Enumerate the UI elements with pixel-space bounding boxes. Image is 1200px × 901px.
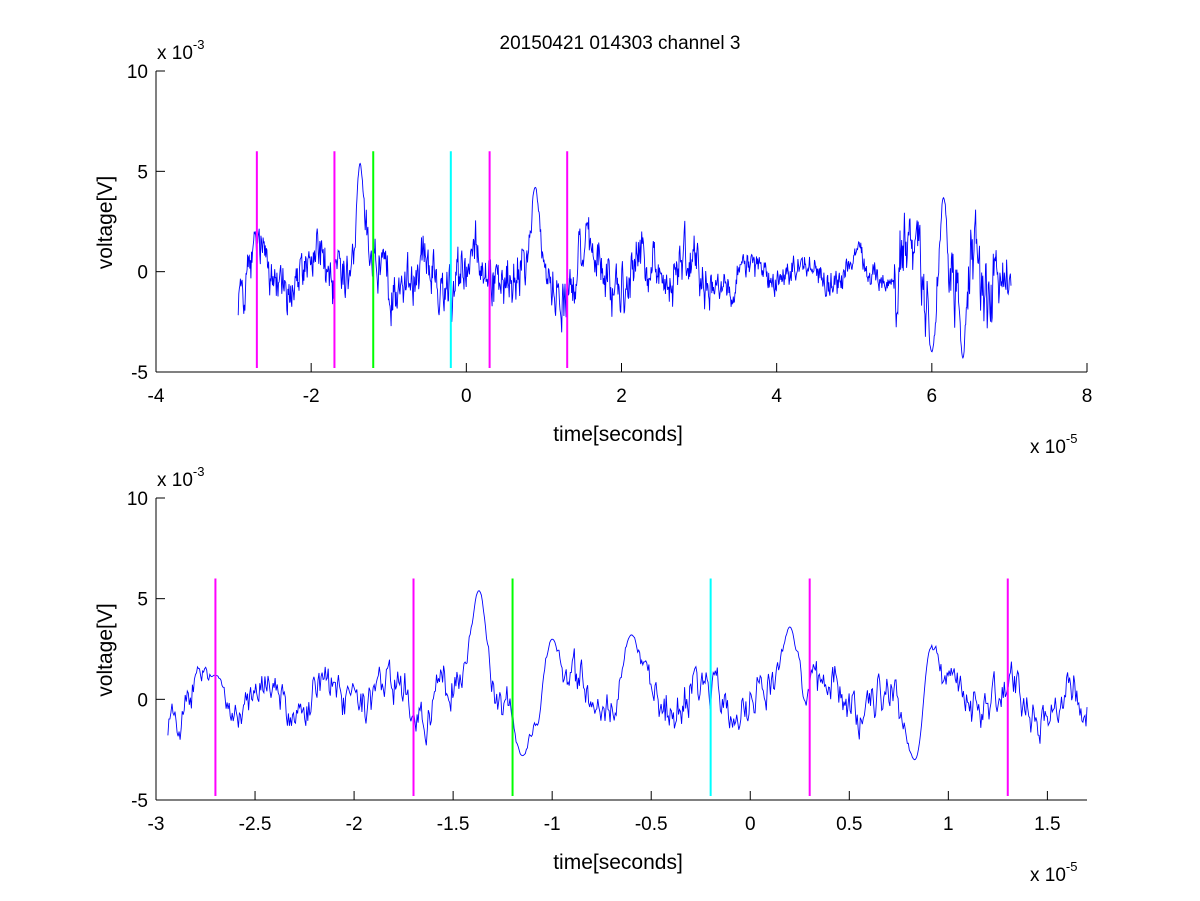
x-tick-label: -0.5 (635, 814, 668, 835)
x-exponent-label: x 10-5 (1030, 859, 1077, 886)
x-tick-label: 2 (616, 386, 627, 407)
y-tick-label: 5 (137, 162, 148, 183)
y-tick-label: -5 (131, 791, 148, 812)
x-tick-label: -3 (148, 814, 165, 835)
x-tick-label: -2 (303, 386, 320, 407)
x-axis-label: time[seconds] (553, 851, 683, 874)
y-tick-label: 0 (137, 263, 148, 284)
y-tick-label: 10 (127, 489, 148, 510)
y-axis-label: voltage[V] (94, 603, 117, 696)
x-tick-label: 6 (927, 386, 938, 407)
x-tick-label: -1.5 (437, 814, 470, 835)
axes-top: -4 -2 0 2 4 6 8 -5 0 5 10 time[seconds] voltage[V] x … (94, 37, 1092, 458)
x-tick-label: 0 (745, 814, 756, 835)
figure-title: 20150421 014303 channel 3 (500, 33, 741, 54)
signal-trace (167, 590, 1088, 761)
x-tick-label: -2.5 (239, 814, 272, 835)
x-tick-label: -2 (346, 814, 363, 835)
x-tick-label: 8 (1082, 386, 1093, 407)
x-tick-label: -4 (148, 386, 165, 407)
y-tick-label: 10 (127, 62, 148, 83)
x-tick-label: -1 (544, 814, 561, 835)
signal-trace (237, 162, 1012, 359)
y-tick-label: 0 (137, 690, 148, 711)
x-axis-label: time[seconds] (553, 423, 683, 446)
axes-bottom: -3 -2.5 -2 -1.5 -1 -0.5 0 0.5 1 1.5 -5 0 5 10 time[sec… (94, 464, 1088, 886)
x-tick-label: 4 (771, 386, 782, 407)
x-tick-label: 0 (461, 386, 472, 407)
y-tick-label: 5 (137, 590, 148, 611)
x-tick-label: 0.5 (836, 814, 862, 835)
x-exponent-label: x 10-5 (1030, 431, 1077, 458)
y-tick-label: -5 (131, 363, 148, 384)
y-exponent-label: x 10-3 (157, 37, 204, 64)
y-axis-label: voltage[V] (94, 176, 117, 269)
x-tick-label: 1 (943, 814, 954, 835)
x-tick-label: 1.5 (1034, 814, 1060, 835)
y-exponent-label: x 10-3 (157, 464, 204, 491)
